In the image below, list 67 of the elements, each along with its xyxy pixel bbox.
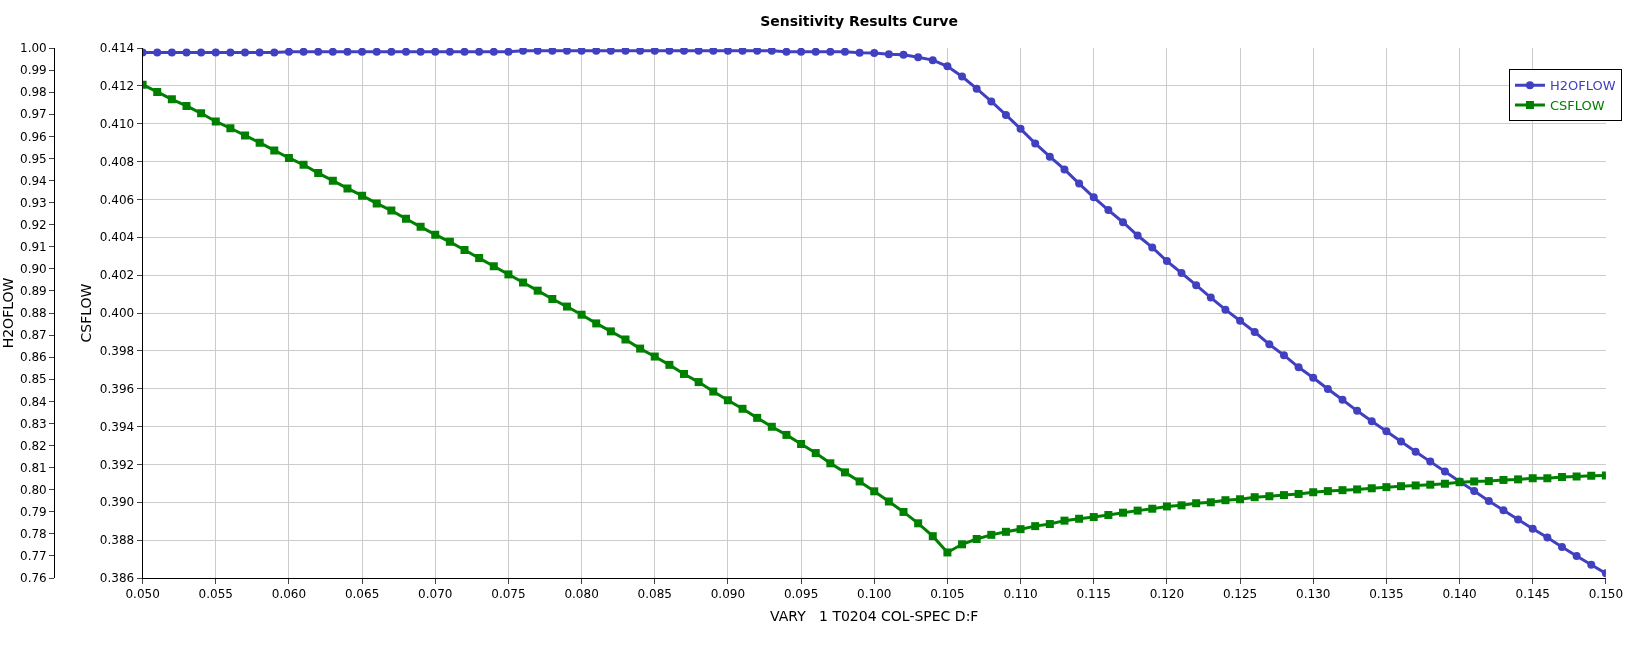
- y-tick-label: 0.90: [20, 262, 47, 277]
- y2-tick-label: 0.410: [99, 116, 135, 131]
- x-tick-label: 0.090: [710, 587, 746, 602]
- x-tick-label: 0.055: [198, 587, 233, 602]
- y-tick-label: 0.83: [20, 416, 47, 431]
- y-tick-label: 0.95: [20, 151, 47, 166]
- y2-tick-label: 0.404: [99, 230, 135, 245]
- y-tick-label: 0.98: [20, 85, 47, 100]
- y2-tick-label: 0.386: [99, 571, 135, 586]
- x-tick-label: 0.060: [271, 587, 307, 602]
- y2-tick-label: 0.414: [99, 41, 135, 56]
- y-tick-label: 0.84: [20, 394, 47, 409]
- y-tick-label: 0.82: [20, 438, 47, 453]
- y2-tick-label: 0.394: [99, 419, 135, 434]
- y-tick-label: 0.94: [20, 173, 47, 188]
- x-tick-label: 0.130: [1296, 587, 1331, 602]
- y-axis-title: H2OFLOW: [0, 277, 16, 349]
- x-tick-label: 0.110: [1003, 587, 1038, 602]
- y-tick-label: 0.87: [20, 328, 47, 343]
- legend-label: CSFLOW: [1549, 98, 1605, 114]
- y-tick-label: 0.89: [20, 284, 47, 299]
- x-tick-label: 0.105: [930, 587, 965, 602]
- y2-tick-label: 0.390: [99, 495, 135, 510]
- y-tick-label: 0.81: [20, 460, 47, 475]
- y-tick-label: 0.97: [20, 107, 47, 122]
- y-tick-label: 0.79: [20, 504, 47, 519]
- y-tick-label: 0.77: [20, 549, 47, 564]
- y2-tick-label: 0.400: [99, 306, 135, 321]
- x-tick-label: 0.095: [783, 587, 819, 602]
- y-tick-label: 0.91: [20, 239, 47, 254]
- y-tick-label: 0.85: [20, 372, 47, 387]
- x-tick-label: 0.120: [1149, 587, 1185, 602]
- x-tick-label: 0.135: [1369, 587, 1404, 602]
- x-tick-label: 0.075: [491, 587, 526, 602]
- x-tick-label: 0.115: [1076, 587, 1111, 602]
- x-tick-label: 0.080: [564, 587, 599, 602]
- x-tick-label: 0.145: [1515, 587, 1550, 602]
- y-tick-label: 1.00: [20, 41, 47, 56]
- y-tick-label: 0.76: [20, 571, 47, 586]
- x-tick-label: 0.085: [637, 587, 672, 602]
- x-tick-label: 0.065: [344, 587, 380, 602]
- legend-label: H2OFLOW: [1549, 78, 1616, 94]
- chart-title: Sensitivity Results Curve: [760, 13, 958, 30]
- y2-tick-label: 0.412: [99, 79, 135, 94]
- y2-tick-label: 0.402: [99, 268, 135, 283]
- y-tick-label: 0.92: [20, 217, 47, 232]
- y-tick-label: 0.78: [20, 527, 47, 542]
- y2-tick-label: 0.406: [99, 192, 135, 207]
- y-tick-label: 0.86: [20, 350, 47, 365]
- y-tick-label: 0.93: [20, 195, 47, 210]
- y-tick-label: 0.96: [20, 129, 47, 144]
- x-tick-label: 0.125: [1222, 587, 1258, 602]
- y-tick-label: 0.88: [20, 306, 47, 321]
- x-tick-label: 0.150: [1588, 587, 1624, 602]
- y2-tick-label: 0.396: [99, 381, 135, 396]
- x-tick-label: 0.050: [125, 587, 160, 602]
- x-axis-title: VARY 1 T0204 COL-SPEC D:F: [770, 607, 979, 624]
- y2-tick-label: 0.398: [99, 344, 135, 359]
- y2-tick-label: 0.392: [99, 457, 135, 472]
- y-tick-label: 0.99: [20, 63, 47, 78]
- y-tick-label: 0.80: [20, 482, 47, 497]
- x-tick-label: 0.100: [857, 587, 892, 602]
- y2-tick-label: 0.388: [99, 533, 135, 548]
- y2-axis-title: CSFLOW: [78, 283, 95, 343]
- y2-tick-label: 0.408: [99, 154, 135, 169]
- x-tick-label: 0.070: [418, 587, 453, 602]
- x-tick-label: 0.140: [1442, 587, 1477, 602]
